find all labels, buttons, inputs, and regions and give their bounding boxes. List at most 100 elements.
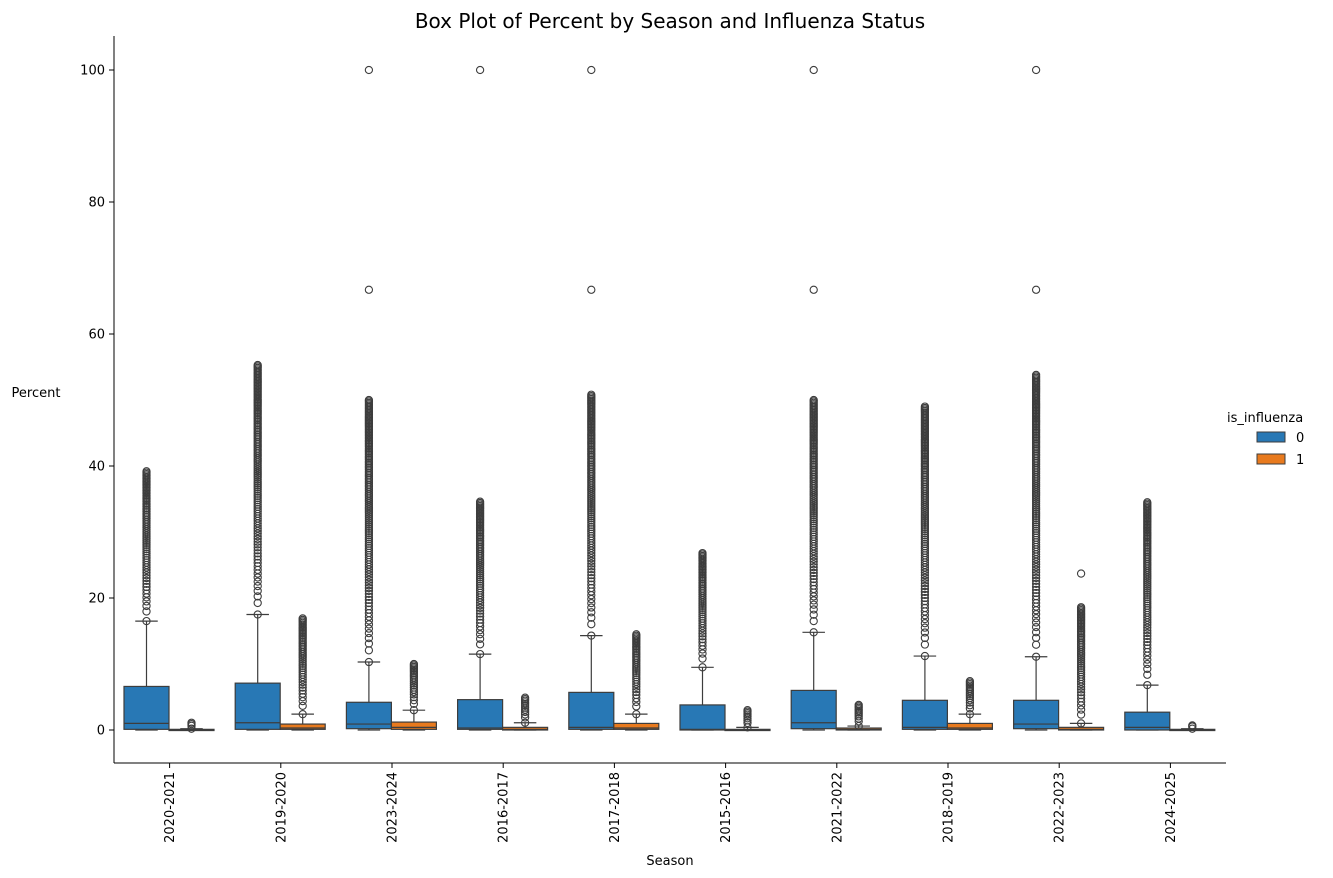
legend-label-1: 1 [1296, 453, 1304, 468]
outlier-point [920, 587, 930, 597]
y-tick-label: 0 [97, 724, 105, 739]
outlier-point [587, 518, 596, 527]
legend: is_influenza 0 1 [1227, 411, 1304, 468]
outlier-point [1076, 719, 1086, 728]
box [457, 699, 504, 730]
box-group [835, 700, 882, 731]
outlier-point [253, 555, 262, 564]
outlier-point [364, 533, 374, 542]
outlier-point [587, 603, 596, 612]
outlier-point [587, 613, 596, 622]
outlier-point [587, 608, 596, 617]
outlier-point [1143, 670, 1152, 679]
legend-title: is_influenza [1227, 411, 1303, 426]
outlier-point [142, 597, 151, 606]
outlier-point [1143, 659, 1152, 669]
outlier-point [364, 578, 374, 587]
outlier-point [253, 549, 262, 558]
outlier-point [1143, 601, 1152, 610]
outlier-point [1031, 652, 1041, 661]
outlier-point [142, 579, 151, 588]
outlier-point [965, 677, 975, 686]
box-group [1012, 65, 1060, 731]
outlier-point [1143, 498, 1152, 507]
box-group [568, 65, 615, 731]
outlier-point [587, 620, 596, 629]
outlier-point [809, 562, 818, 572]
outlier-point [475, 612, 485, 621]
box-group [1169, 721, 1216, 733]
outlier-point [1031, 370, 1041, 380]
outlier-point [475, 649, 485, 659]
y-tick-label: 40 [88, 460, 105, 475]
outlier-point [632, 710, 641, 719]
outlier-point [364, 595, 374, 605]
outlier-point [1031, 595, 1041, 604]
outlier-point [1143, 628, 1152, 638]
outlier-point [253, 498, 262, 507]
outlier-point [1031, 588, 1041, 598]
outlier-point [253, 487, 262, 496]
x-tick-label: 2016-2017 [497, 772, 512, 843]
box [568, 691, 615, 730]
outlier-point [965, 710, 975, 719]
legend-swatch-0 [1256, 431, 1286, 443]
outlier-point [1143, 634, 1152, 644]
outlier-point [632, 694, 641, 703]
outlier-point [698, 663, 707, 672]
outlier-point [920, 526, 930, 536]
box-group [345, 65, 392, 731]
outlier-point [142, 551, 151, 560]
outlier-point [1031, 622, 1041, 632]
box-group [168, 718, 215, 733]
outlier-point [364, 285, 374, 294]
box [613, 722, 660, 730]
box-group [457, 65, 504, 731]
outlier-point [142, 607, 151, 616]
outlier-point [142, 601, 151, 611]
outlier-point [809, 519, 818, 528]
outlier-point [253, 552, 262, 561]
outlier-point [1143, 680, 1152, 690]
outlier-point [809, 616, 818, 626]
outlier-point [298, 689, 307, 698]
outlier-point [809, 395, 818, 405]
outlier-point [920, 600, 930, 609]
outlier-point [1031, 585, 1041, 595]
box-group [390, 659, 437, 731]
outlier-point [253, 546, 262, 555]
outlier-point [809, 574, 818, 584]
outlier-point [142, 576, 151, 586]
outlier-point [253, 493, 262, 503]
outlier-point [364, 586, 374, 596]
outlier-point [698, 607, 707, 617]
outlier-point [809, 515, 818, 524]
legend-swatch-1 [1256, 453, 1286, 465]
x-tick-label: 2017-2018 [608, 772, 623, 843]
outlier-point [632, 670, 641, 680]
box-group [123, 467, 170, 731]
outlier-point [587, 510, 596, 519]
outlier-point [253, 489, 262, 498]
outlier-point [587, 556, 596, 566]
x-tick-label: 2019-2020 [274, 772, 289, 843]
outlier-point [475, 630, 485, 639]
x-tick-label: 2022-2023 [1053, 772, 1068, 843]
box-group [790, 65, 837, 731]
outlier-point [965, 696, 975, 705]
outlier-point [587, 577, 596, 586]
box [390, 721, 437, 730]
outlier-point [1143, 637, 1152, 647]
box [502, 726, 549, 731]
outlier-point [587, 285, 596, 294]
outlier-point [632, 675, 641, 684]
outlier-point [809, 610, 818, 619]
outlier-point [698, 649, 707, 658]
box [901, 699, 949, 730]
outlier-point [1076, 665, 1086, 675]
y-tick-label: 80 [88, 196, 105, 211]
outlier-point [475, 497, 485, 506]
outlier-point [298, 666, 307, 675]
outlier-point [1076, 697, 1086, 706]
